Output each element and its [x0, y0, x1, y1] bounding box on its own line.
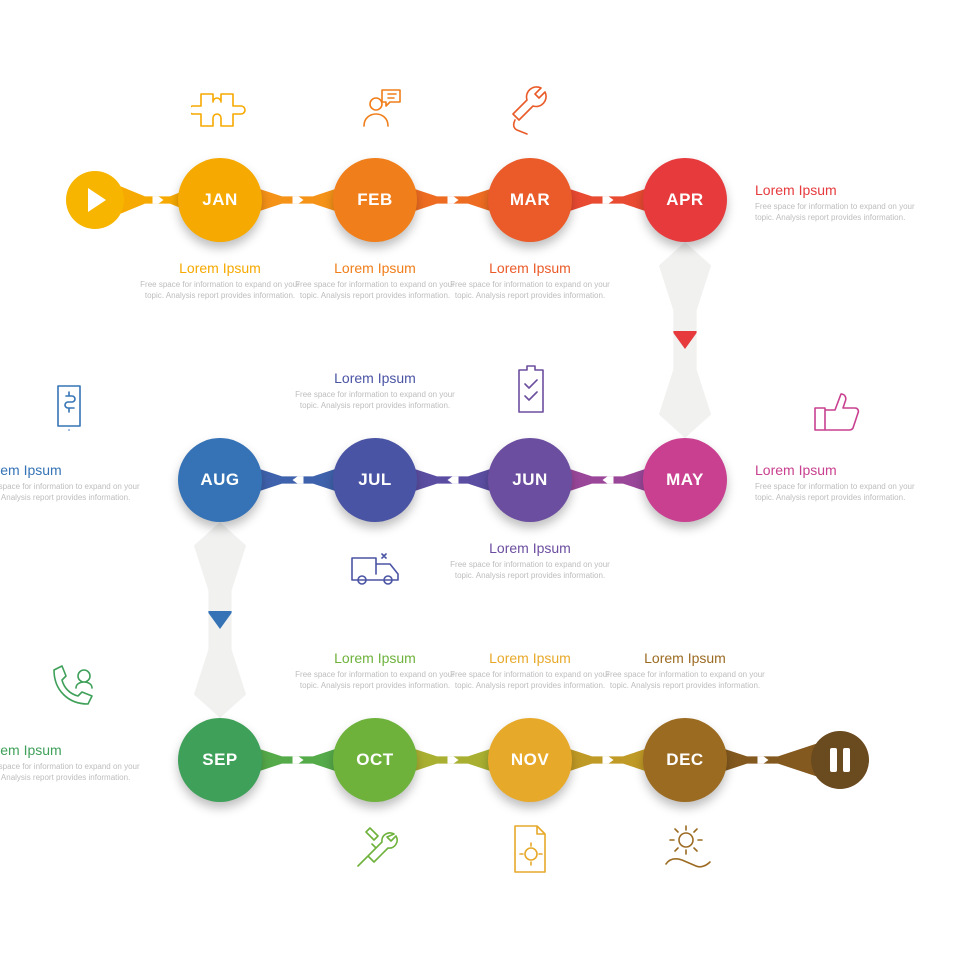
caption-title: Lorem Ipsum	[290, 260, 460, 276]
month-node-jun: JUN	[488, 438, 572, 522]
phone-dollar-icon	[40, 380, 98, 438]
clipboard-icon	[501, 360, 559, 418]
caption-title: Lorem Ipsum	[755, 182, 925, 198]
caption: Lorem Ipsum Free space for information to…	[445, 650, 615, 692]
vertical-connector	[656, 242, 714, 438]
caption-title: Lorem Ipsum	[445, 260, 615, 276]
hand-gear-icon	[656, 820, 714, 878]
caption-title: Lorem Ipsum	[290, 370, 460, 386]
caption: Lorem Ipsum Free space for information to…	[755, 182, 925, 224]
month-node-nov: NOV	[488, 718, 572, 802]
month-node-mar: MAR	[488, 158, 572, 242]
caption-body: Free space for information to expand on …	[135, 280, 305, 302]
caption: Lorem Ipsum Free space for information to…	[755, 462, 925, 504]
caption: Lorem Ipsum Free space for information to…	[445, 260, 615, 302]
month-node-apr: APR	[643, 158, 727, 242]
month-node-oct: OCT	[333, 718, 417, 802]
truck-icon	[346, 540, 404, 598]
caption-body: Free space for information to expand on …	[0, 762, 150, 784]
caption: Lorem Ipsum Free space for information to…	[290, 260, 460, 302]
caption-body: Free space for information to expand on …	[445, 280, 615, 302]
caption-body: Free space for information to expand on …	[445, 560, 615, 582]
caption-title: Lorem Ipsum	[445, 650, 615, 666]
caption-body: Free space for information to expand on …	[445, 670, 615, 692]
month-node-feb: FEB	[333, 158, 417, 242]
caption: Lorem Ipsum Free space for information to…	[600, 650, 770, 692]
caption: Lorem Ipsum Free space for information to…	[290, 650, 460, 692]
month-node-may: MAY	[643, 438, 727, 522]
month-node-aug: AUG	[178, 438, 262, 522]
person-chat-icon	[346, 80, 404, 138]
caption-title: Lorem Ipsum	[290, 650, 460, 666]
month-node-jul: JUL	[333, 438, 417, 522]
caption-title: Lorem Ipsum	[755, 462, 925, 478]
caption-title: Lorem Ipsum	[445, 540, 615, 556]
caption-title: Lorem Ipsum	[135, 260, 305, 276]
caption: Lorem Ipsum Free space for information to…	[135, 260, 305, 302]
phone-user-icon	[40, 660, 98, 718]
caption-title: Lorem Ipsum	[600, 650, 770, 666]
caption-body: Free space for information to expand on …	[755, 202, 925, 224]
thumbs-up-icon	[805, 380, 863, 438]
caption-body: Free space for information to expand on …	[755, 482, 925, 504]
wrench-hand-icon	[501, 80, 559, 138]
caption-body: Free space for information to expand on …	[0, 482, 150, 504]
caption-body: Free space for information to expand on …	[290, 280, 460, 302]
caption: Lorem Ipsum Free space for information to…	[445, 540, 615, 582]
tools-icon	[346, 820, 404, 878]
month-node-dec: DEC	[643, 718, 727, 802]
caption-body: Free space for information to expand on …	[600, 670, 770, 692]
caption: Lorem Ipsum Free space for information to…	[290, 370, 460, 412]
caption-body: Free space for information to expand on …	[290, 670, 460, 692]
caption-title: Lorem Ipsum	[0, 742, 150, 758]
month-node-jan: JAN	[178, 158, 262, 242]
caption: Lorem Ipsum Free space for information to…	[0, 742, 150, 784]
puzzle-icon	[191, 80, 249, 138]
doc-gear-icon	[501, 820, 559, 878]
caption: Lorem Ipsum Free space for information to…	[0, 462, 150, 504]
vertical-connector	[191, 522, 249, 718]
end-pause-icon	[811, 731, 869, 789]
start-play-icon	[66, 171, 124, 229]
month-node-sep: SEP	[178, 718, 262, 802]
caption-body: Free space for information to expand on …	[290, 390, 460, 412]
caption-title: Lorem Ipsum	[0, 462, 150, 478]
